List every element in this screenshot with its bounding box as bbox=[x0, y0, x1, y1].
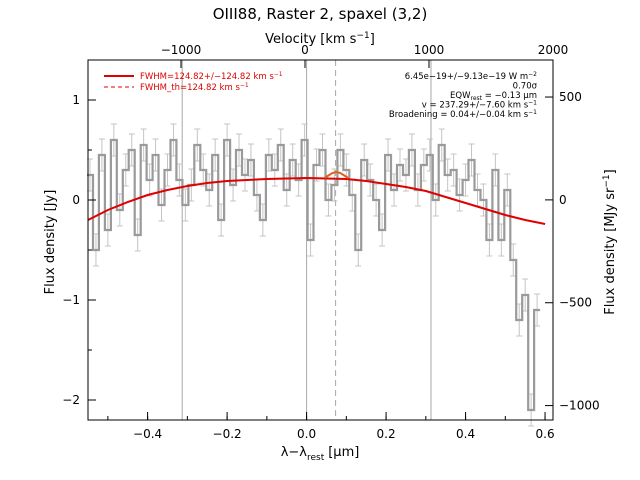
annotation-line: Broadening = 0.04+/−0.04 km s−1 bbox=[389, 109, 537, 120]
axis-ticks: −0.4 −0.2 0.0 0.2 0.4 0.6 1 0 −1 −2 −1000 0 1000 2000… bbox=[62, 43, 599, 441]
x-tick-label: −0.2 bbox=[213, 427, 242, 441]
top-tick-label: 1000 bbox=[414, 43, 445, 57]
annotation-line: EQWrest = −0.13 μm bbox=[450, 91, 537, 102]
right-tick-label: 0 bbox=[559, 193, 567, 207]
y-axis-label: Flux density [Jy] bbox=[43, 190, 58, 295]
right-tick-label: 500 bbox=[559, 90, 582, 104]
top-tick-label: 2000 bbox=[538, 43, 569, 57]
annotation-line: 6.45e−19+/−9.13e−19 W m−2 bbox=[405, 71, 537, 82]
right-axis-label: Flux density [MJy sr−1] bbox=[602, 169, 618, 314]
y-tick-label: 1 bbox=[72, 93, 80, 107]
observed-spectrum-steps bbox=[87, 138, 541, 412]
top-tick-label: −1000 bbox=[161, 43, 202, 57]
x-tick-label: 0.2 bbox=[377, 427, 396, 441]
y-tick-label: −2 bbox=[62, 393, 80, 407]
component-line bbox=[323, 170, 349, 179]
right-tick-label: −500 bbox=[559, 296, 592, 310]
reference-lines bbox=[181, 60, 432, 420]
annotation-line: v = 237.29+/−7.60 km s−1 bbox=[422, 100, 537, 111]
x-tick-label: 0.0 bbox=[297, 427, 316, 441]
plot-frame bbox=[87, 59, 554, 421]
legend: FWHM=124.82+/−124.82 km s−1FWHM_th=124.8… bbox=[104, 71, 283, 93]
legend-label: FWHM_th=124.82 km s−1 bbox=[140, 82, 249, 93]
top-tick-label: 0 bbox=[301, 43, 309, 57]
top-axis-label: Velocity [km s−1] bbox=[265, 31, 375, 47]
data-series bbox=[87, 138, 546, 412]
annotation-line: 0.70σ bbox=[513, 82, 538, 92]
model-line bbox=[87, 176, 546, 225]
legend-label: FWHM=124.82+/−124.82 km s−1 bbox=[140, 71, 283, 82]
x-tick-label: 0.6 bbox=[536, 427, 555, 441]
x-axis-label: λ−λrest [μm] bbox=[281, 445, 360, 463]
y-tick-label: 0 bbox=[72, 193, 80, 207]
x-tick-label: −0.4 bbox=[133, 427, 162, 441]
chart-title: OIII88, Raster 2, spaxel (3,2) bbox=[213, 5, 428, 23]
y-tick-label: −1 bbox=[62, 293, 80, 307]
right-tick-label: −1000 bbox=[559, 399, 600, 413]
x-tick-label: 0.4 bbox=[456, 427, 475, 441]
